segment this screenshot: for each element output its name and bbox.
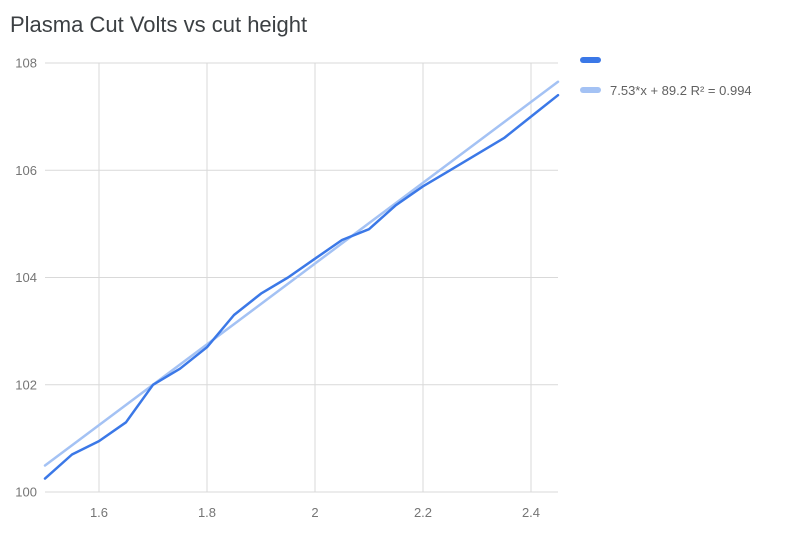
series-swatch [580, 57, 601, 63]
y-tick-label: 100 [15, 485, 37, 500]
trendline-label: 7.53*x + 89.2 R² = 0.994 [610, 82, 752, 98]
chart-plot-area: 100 102 104 106 108 1.6 1.8 2 2.2 2.4 [15, 56, 560, 520]
x-tick-label: 1.6 [90, 505, 108, 520]
y-tick-label: 102 [15, 377, 37, 392]
x-tick-label: 2.4 [522, 505, 540, 520]
y-tick-label: 106 [15, 163, 37, 178]
x-tick-label: 2.2 [414, 505, 432, 520]
y-tick-label: 108 [15, 56, 37, 71]
x-tick-label: 2 [311, 505, 318, 520]
legend-item-series [580, 55, 752, 65]
y-tick-label: 104 [15, 270, 37, 285]
trendline-swatch [580, 87, 601, 93]
x-tick-label: 1.8 [198, 505, 216, 520]
legend-item-trendline: 7.53*x + 89.2 R² = 0.994 [580, 82, 752, 98]
chart-title: Plasma Cut Volts vs cut height [10, 12, 308, 37]
trendline [43, 80, 560, 467]
legend: 7.53*x + 89.2 R² = 0.994 [580, 55, 752, 98]
series-line [43, 93, 560, 480]
